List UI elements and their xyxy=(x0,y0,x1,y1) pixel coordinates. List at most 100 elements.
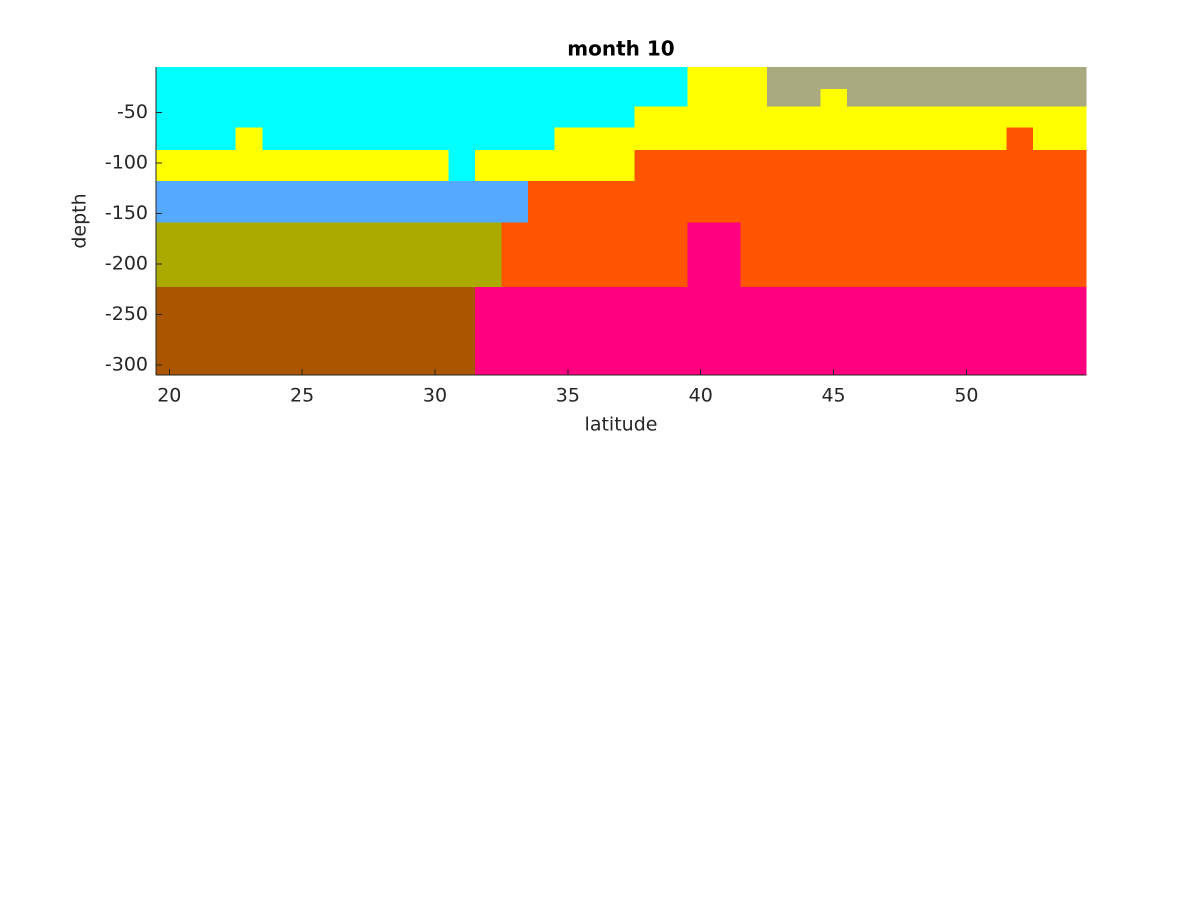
cell xyxy=(873,181,901,224)
cell xyxy=(235,89,263,107)
cell xyxy=(421,149,449,182)
cell xyxy=(767,127,795,151)
cell xyxy=(581,149,609,182)
cell xyxy=(979,67,1007,90)
y-tick-label: -300 xyxy=(105,353,148,375)
cell xyxy=(421,106,449,129)
cell xyxy=(767,106,795,129)
cell xyxy=(926,89,954,107)
cell xyxy=(421,127,449,151)
cell xyxy=(634,222,662,288)
cell xyxy=(235,287,263,376)
cell xyxy=(342,181,370,224)
cell xyxy=(209,149,237,182)
cell xyxy=(501,127,529,151)
cell xyxy=(581,67,609,90)
cell xyxy=(846,181,874,224)
cell xyxy=(288,89,316,107)
cell xyxy=(926,222,954,288)
cell xyxy=(660,127,688,151)
cell xyxy=(554,67,582,90)
cell xyxy=(793,181,821,224)
cell xyxy=(634,89,662,107)
cell xyxy=(634,106,662,129)
cell xyxy=(820,222,848,288)
cell xyxy=(714,127,742,151)
cell xyxy=(607,106,635,129)
cell xyxy=(846,127,874,151)
cell xyxy=(528,89,556,107)
cell xyxy=(1032,181,1060,224)
cell xyxy=(714,67,742,90)
cell xyxy=(395,89,423,107)
cell xyxy=(342,89,370,107)
cell xyxy=(395,127,423,151)
cell xyxy=(767,222,795,288)
y-tick-label: -250 xyxy=(105,303,148,325)
cell xyxy=(740,67,768,90)
cell xyxy=(474,149,502,182)
cell xyxy=(846,287,874,376)
cell xyxy=(395,287,423,376)
cell xyxy=(900,89,928,107)
cell xyxy=(740,106,768,129)
cell xyxy=(660,222,688,288)
cell xyxy=(315,149,343,182)
cell xyxy=(501,106,529,129)
cell xyxy=(846,149,874,182)
cell xyxy=(581,222,609,288)
cell xyxy=(209,222,237,288)
cell xyxy=(687,89,715,107)
cell xyxy=(156,149,184,182)
cell xyxy=(368,67,396,90)
cell xyxy=(607,127,635,151)
cell xyxy=(235,67,263,90)
cell xyxy=(315,106,343,129)
cell xyxy=(979,127,1007,151)
cell xyxy=(448,287,476,376)
cell xyxy=(767,287,795,376)
heatmap-cells xyxy=(156,67,1087,376)
cell xyxy=(448,67,476,90)
cell xyxy=(528,149,556,182)
cell xyxy=(448,89,476,107)
cell xyxy=(528,181,556,224)
cell xyxy=(315,222,343,288)
x-tick-label: 30 xyxy=(423,385,447,407)
cell xyxy=(846,222,874,288)
cell xyxy=(342,222,370,288)
cell xyxy=(288,222,316,288)
cell xyxy=(554,127,582,151)
cell xyxy=(1059,222,1087,288)
cell xyxy=(634,287,662,376)
cell xyxy=(156,89,184,107)
cell xyxy=(740,89,768,107)
cell xyxy=(687,222,715,288)
cell xyxy=(1032,89,1060,107)
cell xyxy=(448,127,476,151)
cell xyxy=(421,89,449,107)
cell xyxy=(262,287,290,376)
cell xyxy=(767,67,795,90)
cell xyxy=(687,181,715,224)
cell xyxy=(262,149,290,182)
cell xyxy=(474,89,502,107)
cell xyxy=(687,149,715,182)
y-tick-label: -100 xyxy=(105,151,148,173)
cell xyxy=(581,181,609,224)
cell xyxy=(156,106,184,129)
cell xyxy=(554,181,582,224)
cell xyxy=(1006,181,1034,224)
cell xyxy=(342,149,370,182)
cell xyxy=(528,106,556,129)
cell xyxy=(979,106,1007,129)
cell xyxy=(554,287,582,376)
cell xyxy=(554,89,582,107)
cell xyxy=(262,127,290,151)
cell xyxy=(873,149,901,182)
cell xyxy=(235,149,263,182)
cell xyxy=(315,89,343,107)
cell xyxy=(368,127,396,151)
y-tick-label: -150 xyxy=(105,202,148,224)
cell xyxy=(182,67,210,90)
